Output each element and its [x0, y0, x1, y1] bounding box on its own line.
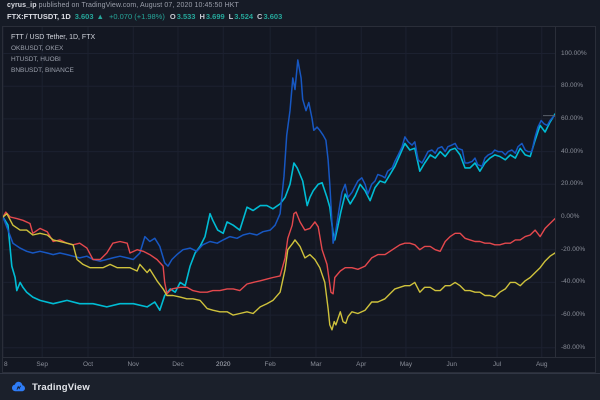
ohlc-low-value: 3.524: [234, 12, 254, 21]
legend-compare-htusdt[interactable]: HTUSDT, HUOBI: [11, 56, 61, 63]
y-axis-label: -80.00%: [561, 343, 586, 351]
byline: cyrus_ip published on TradingView.com, A…: [7, 2, 286, 9]
ohlc-open-value: 3.533: [176, 12, 196, 21]
y-axis-label: -60.00%: [561, 311, 586, 319]
chart-canvas: [3, 27, 555, 357]
legend-compare-bnbusdt[interactable]: BNBUSDT, BINANCE: [11, 67, 74, 74]
x-axis-label: Oct: [82, 361, 94, 368]
symbol-title: FTX:FTTUSDT, 1D: [7, 12, 71, 21]
y-axis-label: -40.00%: [561, 278, 586, 286]
series-legend: FTT / USD Tether, 1D, FTX OKBUSDT, OKEX …: [11, 32, 95, 76]
x-axis-label: Apr: [356, 361, 367, 368]
x-axis-label: Mar: [310, 361, 322, 368]
x-axis-label: Nov: [127, 361, 140, 368]
header: cyrus_ip published on TradingView.com, A…: [7, 2, 286, 21]
y-axis-label: -20.00%: [561, 245, 586, 253]
x-axis-label: Dec: [172, 361, 184, 368]
ohlc-close-value: 3.603: [263, 12, 283, 21]
x-axis-label: Feb: [264, 361, 276, 368]
tradingview-logo-icon[interactable]: [11, 380, 26, 395]
author-name: cyrus_ip: [7, 2, 37, 9]
byline-text: published on TradingView.com, August 07,…: [36, 2, 239, 9]
chart-frame: FTT / USD Tether, 1D, FTX OKBUSDT, OKEX …: [2, 26, 596, 373]
ohlc-high-label: H: [199, 12, 205, 21]
x-axis-label: Aug: [535, 361, 548, 368]
y-axis-label: 40.00%: [561, 147, 584, 155]
ohlc-high-value: 3.699: [205, 12, 225, 21]
y-axis-label: 100.00%: [561, 49, 587, 57]
last-price: 3.603: [74, 12, 94, 21]
ohlc-low-label: L: [228, 12, 234, 21]
x-axis-label: May: [399, 361, 413, 368]
x-axis-label: Jul: [492, 361, 502, 368]
y-axis-label: 80.00%: [561, 82, 584, 90]
series-line-okbusdt-okex: [3, 59, 555, 267]
legend-main-series[interactable]: FTT / USD Tether, 1D, FTX: [11, 34, 96, 41]
price-scale[interactable]: 100.00% 80.00% 60.00% 40.00% 20.00% 0.00% -20.…: [555, 27, 595, 357]
price-change: +0.070 (+1.98%): [108, 12, 165, 21]
x-axis-label: 8: [4, 361, 8, 368]
y-axis-label: 0.00%: [561, 213, 580, 220]
x-axis-label: 2020: [216, 361, 231, 368]
brand-name[interactable]: TradingView: [32, 381, 90, 393]
legend-compare-okbusdt[interactable]: OKBUSDT, OKEX: [11, 45, 64, 52]
series-line-bnbusdt-binance: [3, 212, 555, 331]
time-scale[interactable]: 8 Sep Oct Nov Dec 2020 Feb Mar Apr May Jun Jul Aug: [3, 357, 595, 373]
quote-line: FTX:FTTUSDT, 1D 3.603 ▲ +0.070 (+1.98%) O3.5…: [7, 12, 286, 21]
y-axis-label: 20.00%: [561, 180, 584, 188]
footer-bar: TradingView: [0, 373, 600, 400]
ohlc-open-label: O: [169, 12, 176, 21]
series-line-htusdt-huobi: [3, 211, 555, 295]
x-axis-label: Sep: [36, 361, 48, 368]
up-arrow-icon: ▲: [96, 12, 104, 21]
ohlc-close-label: C: [257, 12, 263, 21]
x-axis-label: Jun: [446, 361, 457, 368]
price-chart[interactable]: FTT / USD Tether, 1D, FTX OKBUSDT, OKEX …: [3, 27, 555, 357]
series-line-fttusdt-ftx: [3, 113, 555, 312]
y-axis-label: 60.00%: [561, 114, 584, 122]
